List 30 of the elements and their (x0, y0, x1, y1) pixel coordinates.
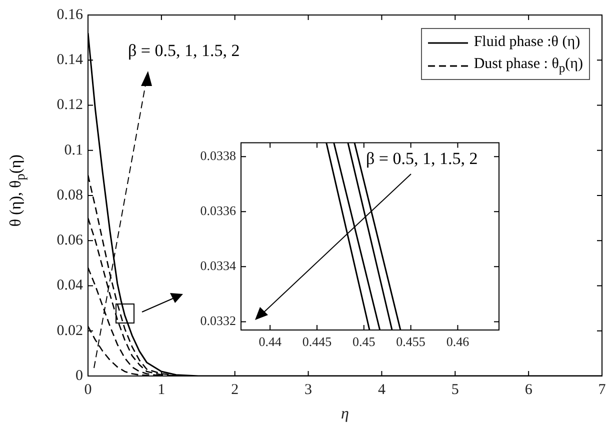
y-tick-label: 0.0338 (200, 148, 236, 163)
y-tick-label: 0.0334 (200, 258, 236, 274)
x-tick-label: 1 (158, 382, 166, 398)
y-tick-label: 0.06 (56, 232, 84, 249)
x-tick-label: 6 (524, 382, 533, 398)
x-tick-label: 2 (231, 382, 239, 398)
x-tick-label: 0.46 (446, 334, 470, 350)
y-tick-label: 0.1 (64, 142, 83, 158)
y-tick-label: 0.14 (56, 52, 84, 68)
x-tick-label: 4 (378, 382, 386, 398)
y-tick-label: 0.0336 (200, 203, 236, 218)
x-tick-label: 0.445 (302, 334, 332, 350)
x-axis-title: η (341, 406, 350, 423)
y-tick-label: 0.02 (56, 322, 83, 339)
x-tick-label: 0.455 (396, 334, 426, 350)
x-tick-label: 3 (304, 382, 312, 398)
x-tick-label: 0.45 (352, 334, 376, 350)
y-tick-label: 0.08 (56, 187, 83, 204)
x-tick-label: 7 (598, 382, 606, 398)
x-tick-label: 0.44 (258, 334, 282, 350)
legend-label: Fluid phase :θ (η) (474, 34, 580, 51)
y-tick-label: 0.12 (56, 97, 83, 114)
annotation: β = 0.5, 1, 1.5, 2 (366, 149, 478, 168)
x-tick-label: 5 (451, 382, 459, 398)
legend-label: Dust phase : θ$_{p}$(η) (474, 56, 583, 76)
annotation: β = 0.5, 1, 1.5, 2 (128, 41, 240, 60)
y-tick-label: 0.04 (56, 278, 84, 294)
y-tick-label: 0.16 (56, 6, 84, 23)
y-tick-label: 0.0332 (200, 313, 236, 328)
y-tick-label: 0 (76, 368, 83, 384)
